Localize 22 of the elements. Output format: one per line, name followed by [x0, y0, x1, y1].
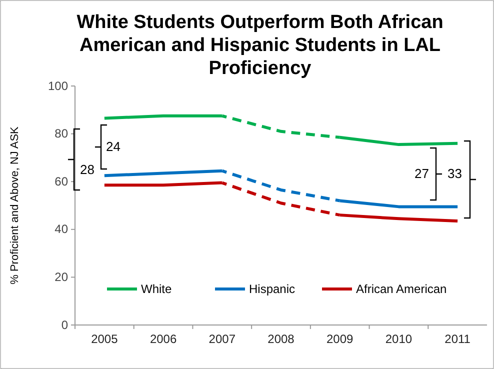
legend-label: White	[141, 282, 172, 296]
annotation: 33	[448, 166, 462, 181]
legend-label: Hispanic	[249, 282, 296, 296]
y-tick-label: 40	[54, 222, 68, 236]
x-tick-label: 2011	[444, 332, 471, 346]
annotation: 27	[414, 166, 429, 181]
y-tick-label: 0	[61, 318, 68, 332]
annotation: 28	[80, 162, 94, 177]
y-axis-title: % Proficient and Above, NJ ASK	[9, 126, 21, 284]
x-tick-label: 2005	[91, 332, 118, 346]
x-tick-label: 2006	[150, 332, 177, 346]
chart-title: White Students Outperform Both African American and Hispanic Students in LAL Proficiency	[76, 12, 444, 79]
legend-label: African American	[356, 282, 447, 296]
x-tick-label: 2007	[208, 332, 236, 346]
y-tick-label: 20	[54, 270, 68, 284]
y-tick-label: 60	[54, 174, 68, 188]
x-tick-label: 2008	[268, 332, 295, 346]
x-tick-label: 2009	[326, 332, 354, 346]
y-tick-label: 80	[54, 126, 68, 141]
x-tick-label: 2010	[385, 332, 412, 346]
annotation: 24	[106, 139, 120, 154]
y-tick-label: 100	[48, 78, 68, 93]
